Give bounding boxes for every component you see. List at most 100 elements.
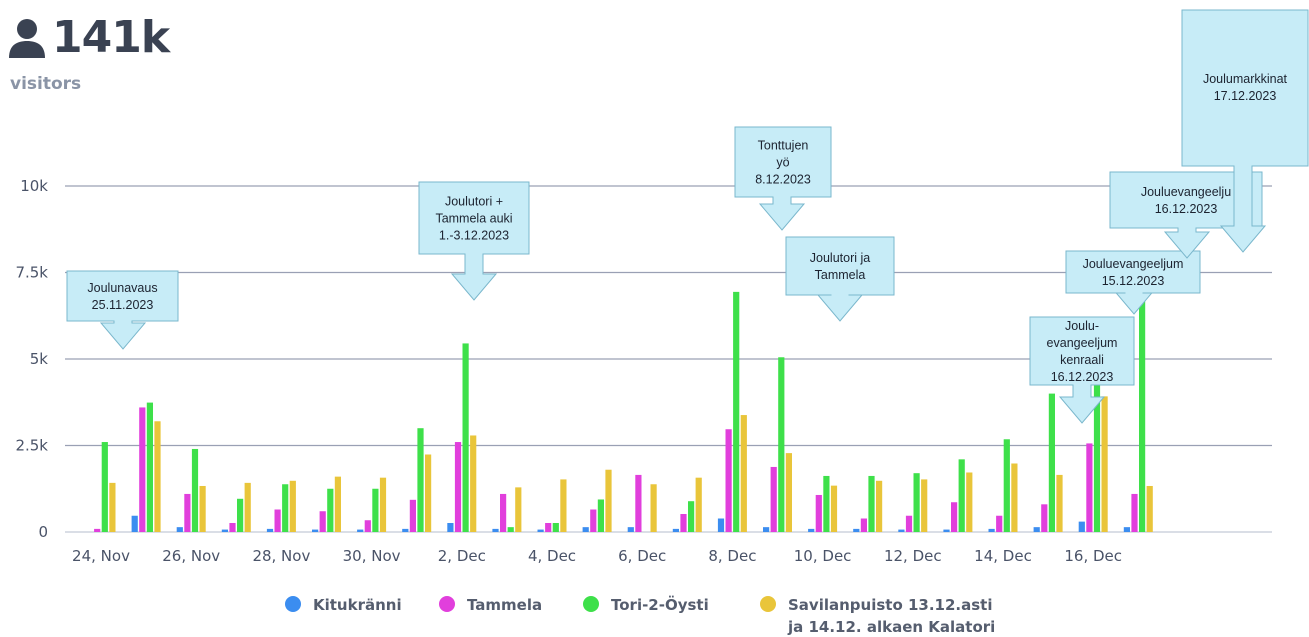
x-axis-ticks: 24, Nov 26, Nov 28, Nov 30, Nov 2, Dec 4, Dec… xyxy=(72,547,1122,565)
callout-box xyxy=(1029,316,1135,386)
bar-tammela-13-12 xyxy=(951,502,958,532)
callout-text-line: Tammela xyxy=(815,268,866,282)
bar-savilanpuisto-24-11 xyxy=(109,482,116,532)
callout-joulumarkkinat: Joulumarkkinat 17.12.2023 xyxy=(1181,9,1309,253)
bar-savilanpuisto-11-12 xyxy=(876,480,883,532)
y-tick-label: 7.5k xyxy=(15,264,48,282)
bar-tammela-16-12 xyxy=(1086,443,1093,532)
y-axis-ticks: 0 2.5k 5k 7.5k 10k xyxy=(15,177,48,541)
callout-text-line: 15.12.2023 xyxy=(1102,274,1165,288)
x-tick-label: 8, Dec xyxy=(708,547,756,565)
bar-savilanpuisto-1-12 xyxy=(425,454,432,532)
bar-savilanpuisto-28-11 xyxy=(289,480,296,532)
callout-text-line: 16.12.2023 xyxy=(1051,370,1114,384)
callout-seam xyxy=(1178,225,1196,229)
bar-tori-13-12 xyxy=(958,459,965,532)
bar-kitukranni-16-12 xyxy=(1078,521,1085,532)
bar-tammela-5-12 xyxy=(590,509,597,532)
callout-arrow xyxy=(450,251,498,301)
bar-tori-15-12 xyxy=(1048,393,1055,532)
bar-tammela-1-12 xyxy=(409,499,416,532)
visitor-total: 141k xyxy=(52,12,170,63)
x-tick-label: 26, Nov xyxy=(162,547,220,565)
bar-tori-26-11 xyxy=(191,448,199,532)
bar-kitukranni-2-12 xyxy=(447,523,454,532)
bar-tammela-3-12 xyxy=(500,493,507,532)
callout-seam xyxy=(1125,290,1143,294)
bar-tammela-17-12 xyxy=(1131,493,1138,532)
bar-savilanpuisto-15-12 xyxy=(1056,474,1063,532)
x-tick-label: 24, Nov xyxy=(72,547,130,565)
bar-tammela-28-11 xyxy=(274,509,281,532)
callout-seam xyxy=(114,318,132,322)
bar-savilanpuisto-16-12 xyxy=(1101,396,1108,532)
bar-tammela-4-12 xyxy=(545,523,552,532)
annotations: Joulunavaus 25.11.2023 Joulutori + Tammela … xyxy=(66,9,1309,424)
bar-tori-28-11 xyxy=(282,484,289,532)
bar-kitukranni-30-11 xyxy=(357,529,364,532)
callout-text-line: yö xyxy=(776,156,789,170)
bar-tori-30-11 xyxy=(372,488,379,532)
bar-savilanpuisto-27-11 xyxy=(244,482,251,532)
y-tick-label: 10k xyxy=(20,177,48,195)
legend-label-kitukranni: Kitukränni xyxy=(313,596,402,614)
bar-tammela-11-12 xyxy=(860,518,867,532)
callout-seam xyxy=(831,292,849,296)
bar-tammela-7-12 xyxy=(680,514,687,532)
bar-savilanpuisto-12-12 xyxy=(921,479,928,532)
legend-marker-tori xyxy=(583,596,599,612)
bar-savilanpuisto-29-11 xyxy=(334,476,341,532)
x-tick-label: 30, Nov xyxy=(343,547,401,565)
bar-tammela-2-12 xyxy=(454,442,462,532)
callout-box xyxy=(1181,9,1309,167)
bar-kitukranni-1-12 xyxy=(402,528,409,532)
callout-text-line: Tammela auki xyxy=(435,212,512,226)
callout-jouluevangeeljum-15: Jouluevangeeljum 15.12.2023 xyxy=(1065,250,1201,315)
bar-kitukranni-25-11 xyxy=(131,515,138,532)
callout-text-line: Jouluevangeeljum xyxy=(1083,257,1184,271)
callout-text-line: 8.12.2023 xyxy=(755,173,811,187)
bar-tori-8-12 xyxy=(733,291,740,532)
bar-tori-11-12 xyxy=(868,475,875,532)
bar-kitukranni-14-12 xyxy=(988,528,995,532)
bar-tori-14-12 xyxy=(1003,439,1010,532)
bar-savilanpuisto-17-12 xyxy=(1146,485,1153,532)
y-tick-label: 2.5k xyxy=(15,437,48,455)
callout-seam xyxy=(1073,382,1091,386)
x-tick-label: 28, Nov xyxy=(252,547,310,565)
user-icon xyxy=(9,19,45,58)
callout-text-line: Jouluevangeelju xyxy=(1141,185,1231,199)
callout-text-line: Joulumarkkinat xyxy=(1203,72,1288,86)
bar-tammela-29-11 xyxy=(319,511,326,532)
callout-seam xyxy=(1234,163,1252,167)
callout-box xyxy=(1065,250,1201,294)
bar-tori-27-11 xyxy=(237,498,244,532)
callout-arrow xyxy=(758,194,806,231)
bar-kitukranni-13-12 xyxy=(943,529,950,532)
bar-kitukranni-17-12 xyxy=(1123,527,1130,532)
bar-kitukranni-4-12 xyxy=(537,529,544,532)
x-tick-label: 14, Dec xyxy=(974,547,1032,565)
x-tick-label: 4, Dec xyxy=(528,547,576,565)
callout-text-line: 17.12.2023 xyxy=(1214,89,1277,103)
callout-arrow xyxy=(1219,163,1267,253)
bar-kitukranni-10-12 xyxy=(808,528,815,532)
bar-kitukranni-7-12 xyxy=(672,528,679,532)
legend-label-tammela: Tammela xyxy=(467,596,542,614)
callout-box xyxy=(66,270,179,322)
legend-label-savilanpuisto: Savilanpuisto 13.12.asti xyxy=(788,596,992,614)
legend-marker-kitukranni xyxy=(285,596,301,612)
bar-tammela-25-11 xyxy=(139,407,146,532)
x-tick-label: 12, Dec xyxy=(884,547,942,565)
callout-seam xyxy=(465,251,483,255)
bar-kitukranni-28-11 xyxy=(266,528,274,532)
bar-tori-29-11 xyxy=(327,488,334,532)
bar-savilanpuisto-26-11 xyxy=(199,485,206,532)
bar-tori-7-12 xyxy=(688,501,695,532)
bar-tammela-26-11 xyxy=(184,493,191,532)
bar-kitukranni-11-12 xyxy=(853,528,860,532)
y-tick-label: 0 xyxy=(38,523,48,541)
bar-kitukranni-3-12 xyxy=(492,528,499,532)
y-tick-label: 5k xyxy=(30,350,49,368)
bar-tori-16-12 xyxy=(1093,321,1101,532)
